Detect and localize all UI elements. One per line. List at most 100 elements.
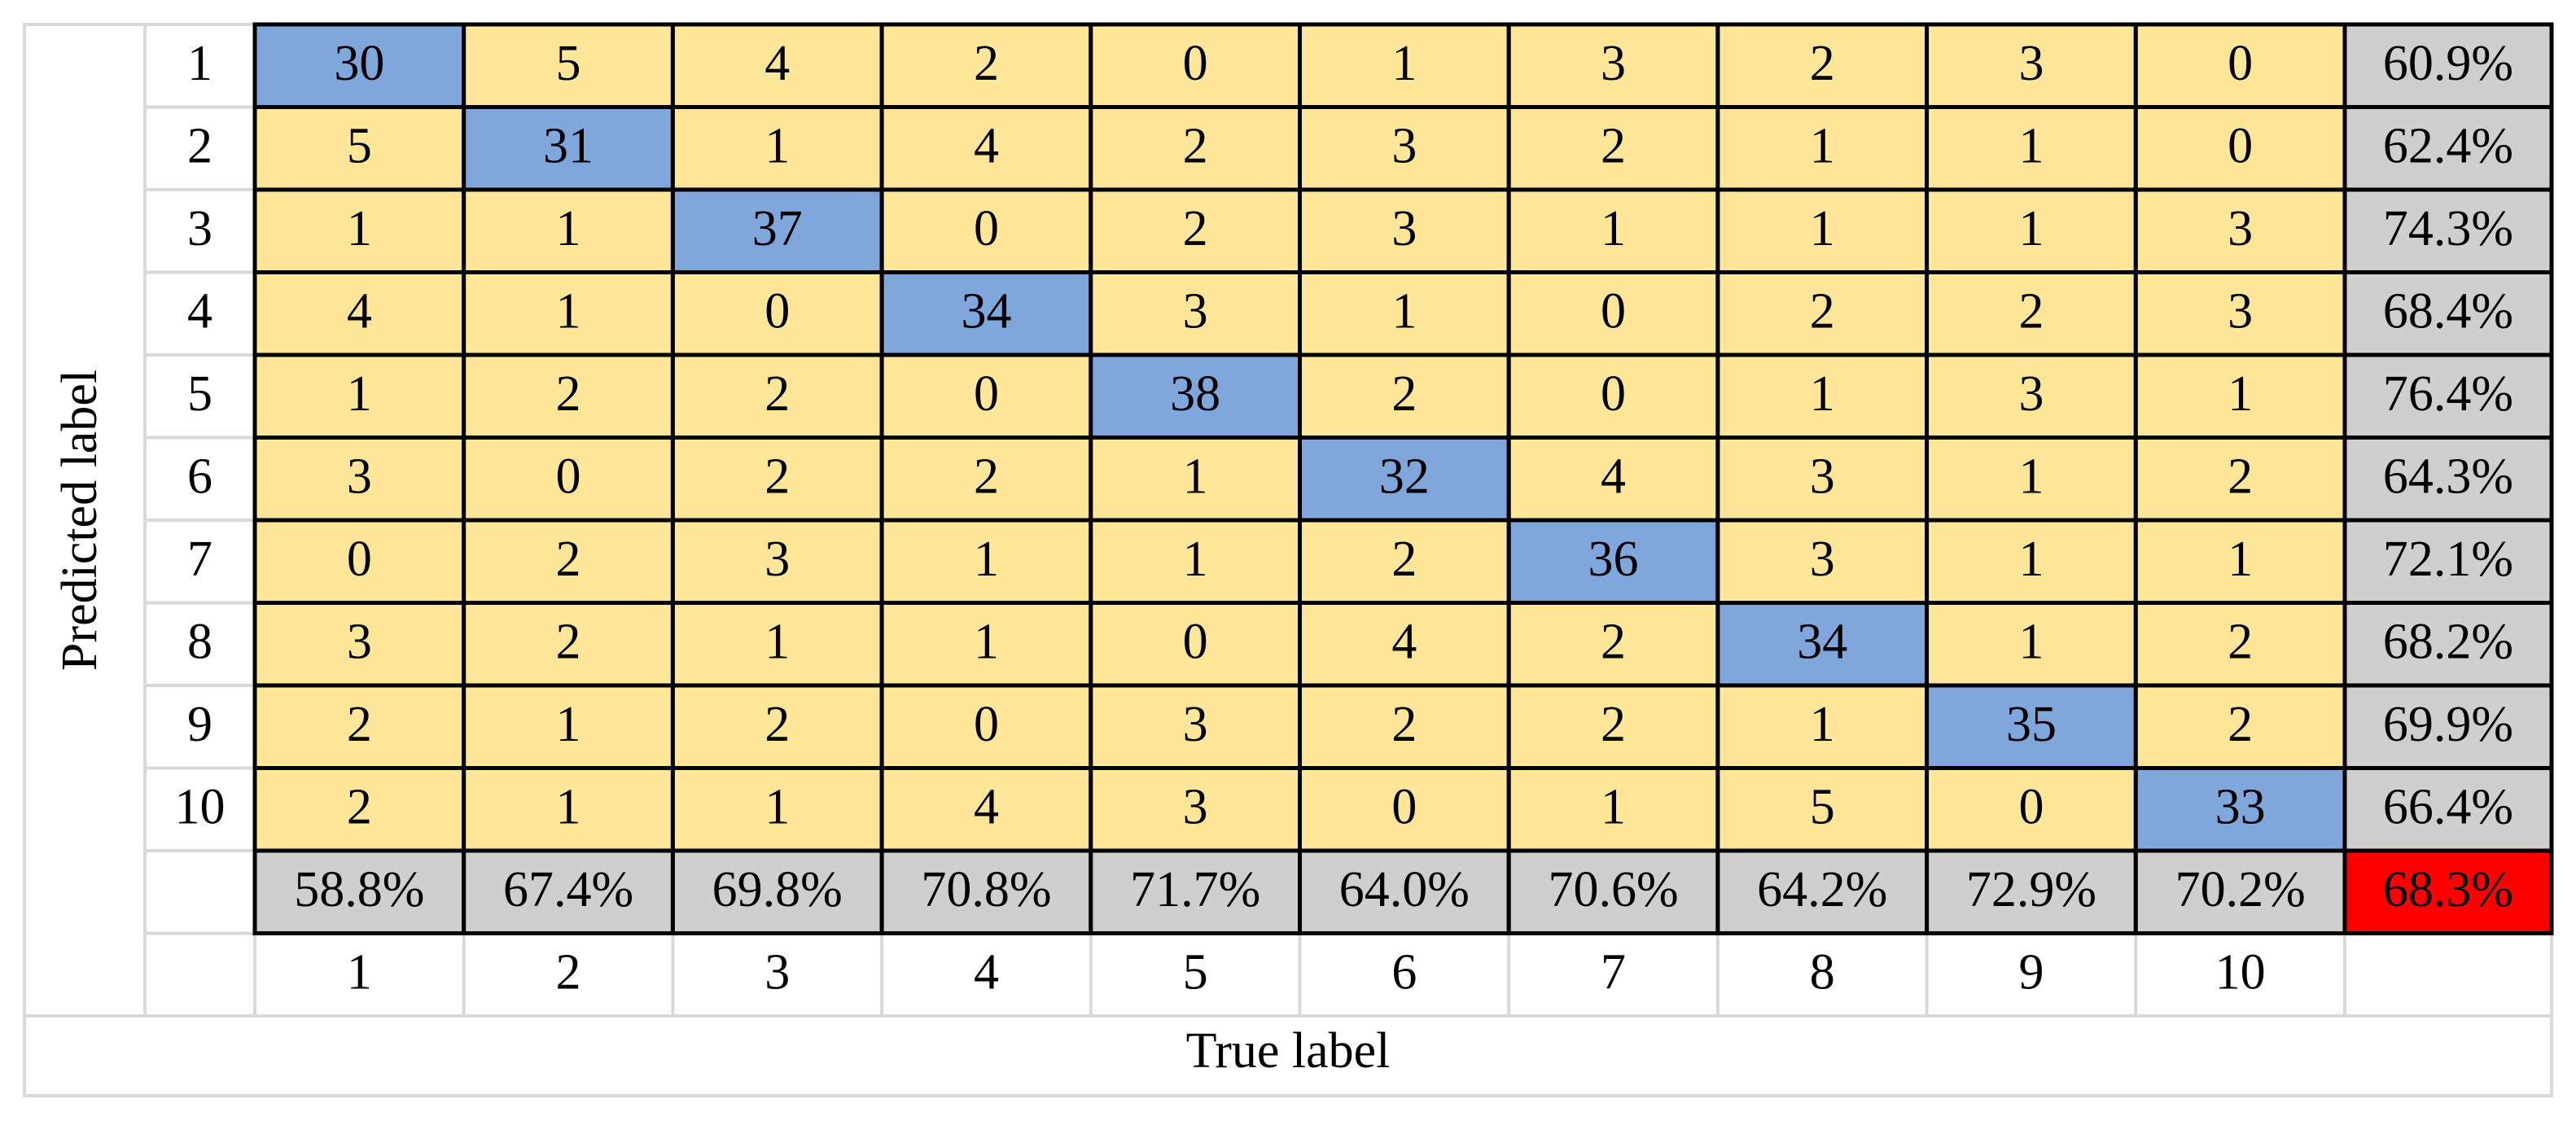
cell-value-cell (1089, 270, 1303, 357)
cell-value-cell (1715, 22, 1930, 109)
cell-value-cell (1925, 352, 2138, 440)
cell-value: 4 (974, 118, 999, 173)
cell-value: 1 (1391, 283, 1417, 339)
cell-value: 3 (2018, 366, 2044, 422)
cell-value: 4 (764, 36, 790, 91)
cell-value: 36 (1588, 532, 1639, 587)
column-label: 7 (1601, 944, 1626, 1000)
cell-value-cell (1298, 105, 1511, 192)
cell-value: 1 (1810, 201, 1835, 256)
cell-value: 2 (1810, 36, 1835, 91)
column-label: 5 (1183, 944, 1208, 1000)
cell-value-cell (252, 105, 467, 192)
cell-value-cell (462, 766, 675, 853)
column-label: 6 (1391, 944, 1417, 1000)
cell-value: 2 (2228, 449, 2253, 504)
cell-value: 3 (764, 532, 790, 587)
cell-value: 38 (1170, 366, 1220, 422)
cell-value: 2 (2018, 283, 2044, 339)
cell-value-cell (670, 766, 884, 853)
cell-value: 3 (347, 614, 372, 669)
cell-value: 1 (556, 779, 581, 834)
cell-value: 4 (347, 283, 372, 339)
cell-value-cell (1089, 22, 1303, 109)
cell-value: 2 (764, 449, 790, 504)
row-percent-cell (2342, 22, 2554, 109)
cell-value: 5 (556, 36, 581, 91)
cell-value: 0 (1391, 779, 1417, 834)
cell-value: 1 (974, 532, 999, 587)
cell-value-cell (1298, 683, 1511, 770)
cell-value-cell (1506, 352, 1720, 440)
cell-value: 2 (1183, 201, 1208, 256)
cell-value: 2 (1391, 532, 1417, 587)
cell-value-cell (1925, 766, 2138, 853)
cell-value-cell (1715, 105, 1930, 192)
cell-value: 30 (334, 36, 384, 91)
cell-value-cell (462, 22, 675, 109)
column-percent-cell (1925, 848, 2138, 935)
cell-value-cell (252, 436, 467, 523)
cell-value: 4 (1391, 614, 1417, 669)
cell-value: 2 (1601, 118, 1626, 173)
cell-value: 3 (2228, 201, 2253, 256)
cell-value-cell (1506, 22, 1720, 109)
cell-value-cell (1506, 105, 1720, 192)
cell-value: 1 (1183, 449, 1208, 504)
cell-value: 0 (2018, 779, 2044, 834)
column-percent-cell (1715, 848, 1930, 935)
cell-value-cell (2133, 518, 2347, 605)
y-axis-label: Predicted label (52, 370, 107, 671)
cell-value: 0 (2228, 36, 2253, 91)
cell-value: 0 (556, 449, 581, 504)
cell-value: 2 (2228, 697, 2253, 752)
cell-value-cell (1715, 436, 1930, 523)
cell-value: 34 (961, 283, 1011, 339)
cell-value: 1 (1810, 366, 1835, 422)
cell-value-cell (462, 352, 675, 440)
cell-value: 1 (764, 779, 790, 834)
column-percent-cell (462, 848, 675, 935)
column-percent: 70.6% (1548, 862, 1678, 917)
cell-value: 2 (556, 614, 581, 669)
overall-accuracy: 68.3% (2383, 862, 2513, 917)
cell-value-cell (1506, 270, 1720, 357)
cell-value: 2 (1183, 118, 1208, 173)
cell-value-cell (879, 105, 1093, 192)
column-percent: 64.2% (1757, 862, 1887, 917)
row-label: 2 (187, 118, 212, 173)
cell-value: 1 (2228, 532, 2253, 587)
cell-value: 2 (1601, 697, 1626, 752)
cell-value-cell (2133, 352, 2347, 440)
cell-value: 4 (974, 779, 999, 834)
cell-value: 0 (1601, 283, 1626, 339)
cell-value-cell (879, 683, 1093, 770)
cell-value-cell (462, 105, 675, 192)
cell-value: 2 (556, 532, 581, 587)
row-percent: 68.4% (2383, 283, 2513, 339)
row-label: 5 (187, 366, 212, 422)
cell-value: 3 (1601, 36, 1626, 91)
column-percent: 69.8% (712, 862, 843, 917)
row-label: 4 (187, 283, 212, 339)
cell-value: 3 (1391, 118, 1417, 173)
cell-value-cell (1298, 518, 1511, 605)
cell-value-cell (1715, 601, 1930, 688)
cell-value-cell (1298, 601, 1511, 688)
cell-value: 0 (2228, 118, 2253, 173)
cell-value-cell (1089, 352, 1303, 440)
column-label: 8 (1810, 944, 1835, 1000)
cell-value-cell (670, 187, 884, 274)
row-percent-cell (2342, 187, 2554, 274)
cell-value-cell (252, 518, 467, 605)
column-percent: 72.9% (1966, 862, 2096, 917)
cell-value-cell (879, 436, 1093, 523)
cell-value: 2 (556, 366, 581, 422)
column-percent: 58.8% (294, 862, 424, 917)
column-label: 2 (556, 944, 581, 1000)
cell-value-cell (670, 436, 884, 523)
cell-value: 2 (974, 36, 999, 91)
cell-value-cell (1298, 436, 1511, 523)
column-percent: 71.7% (1130, 862, 1260, 917)
